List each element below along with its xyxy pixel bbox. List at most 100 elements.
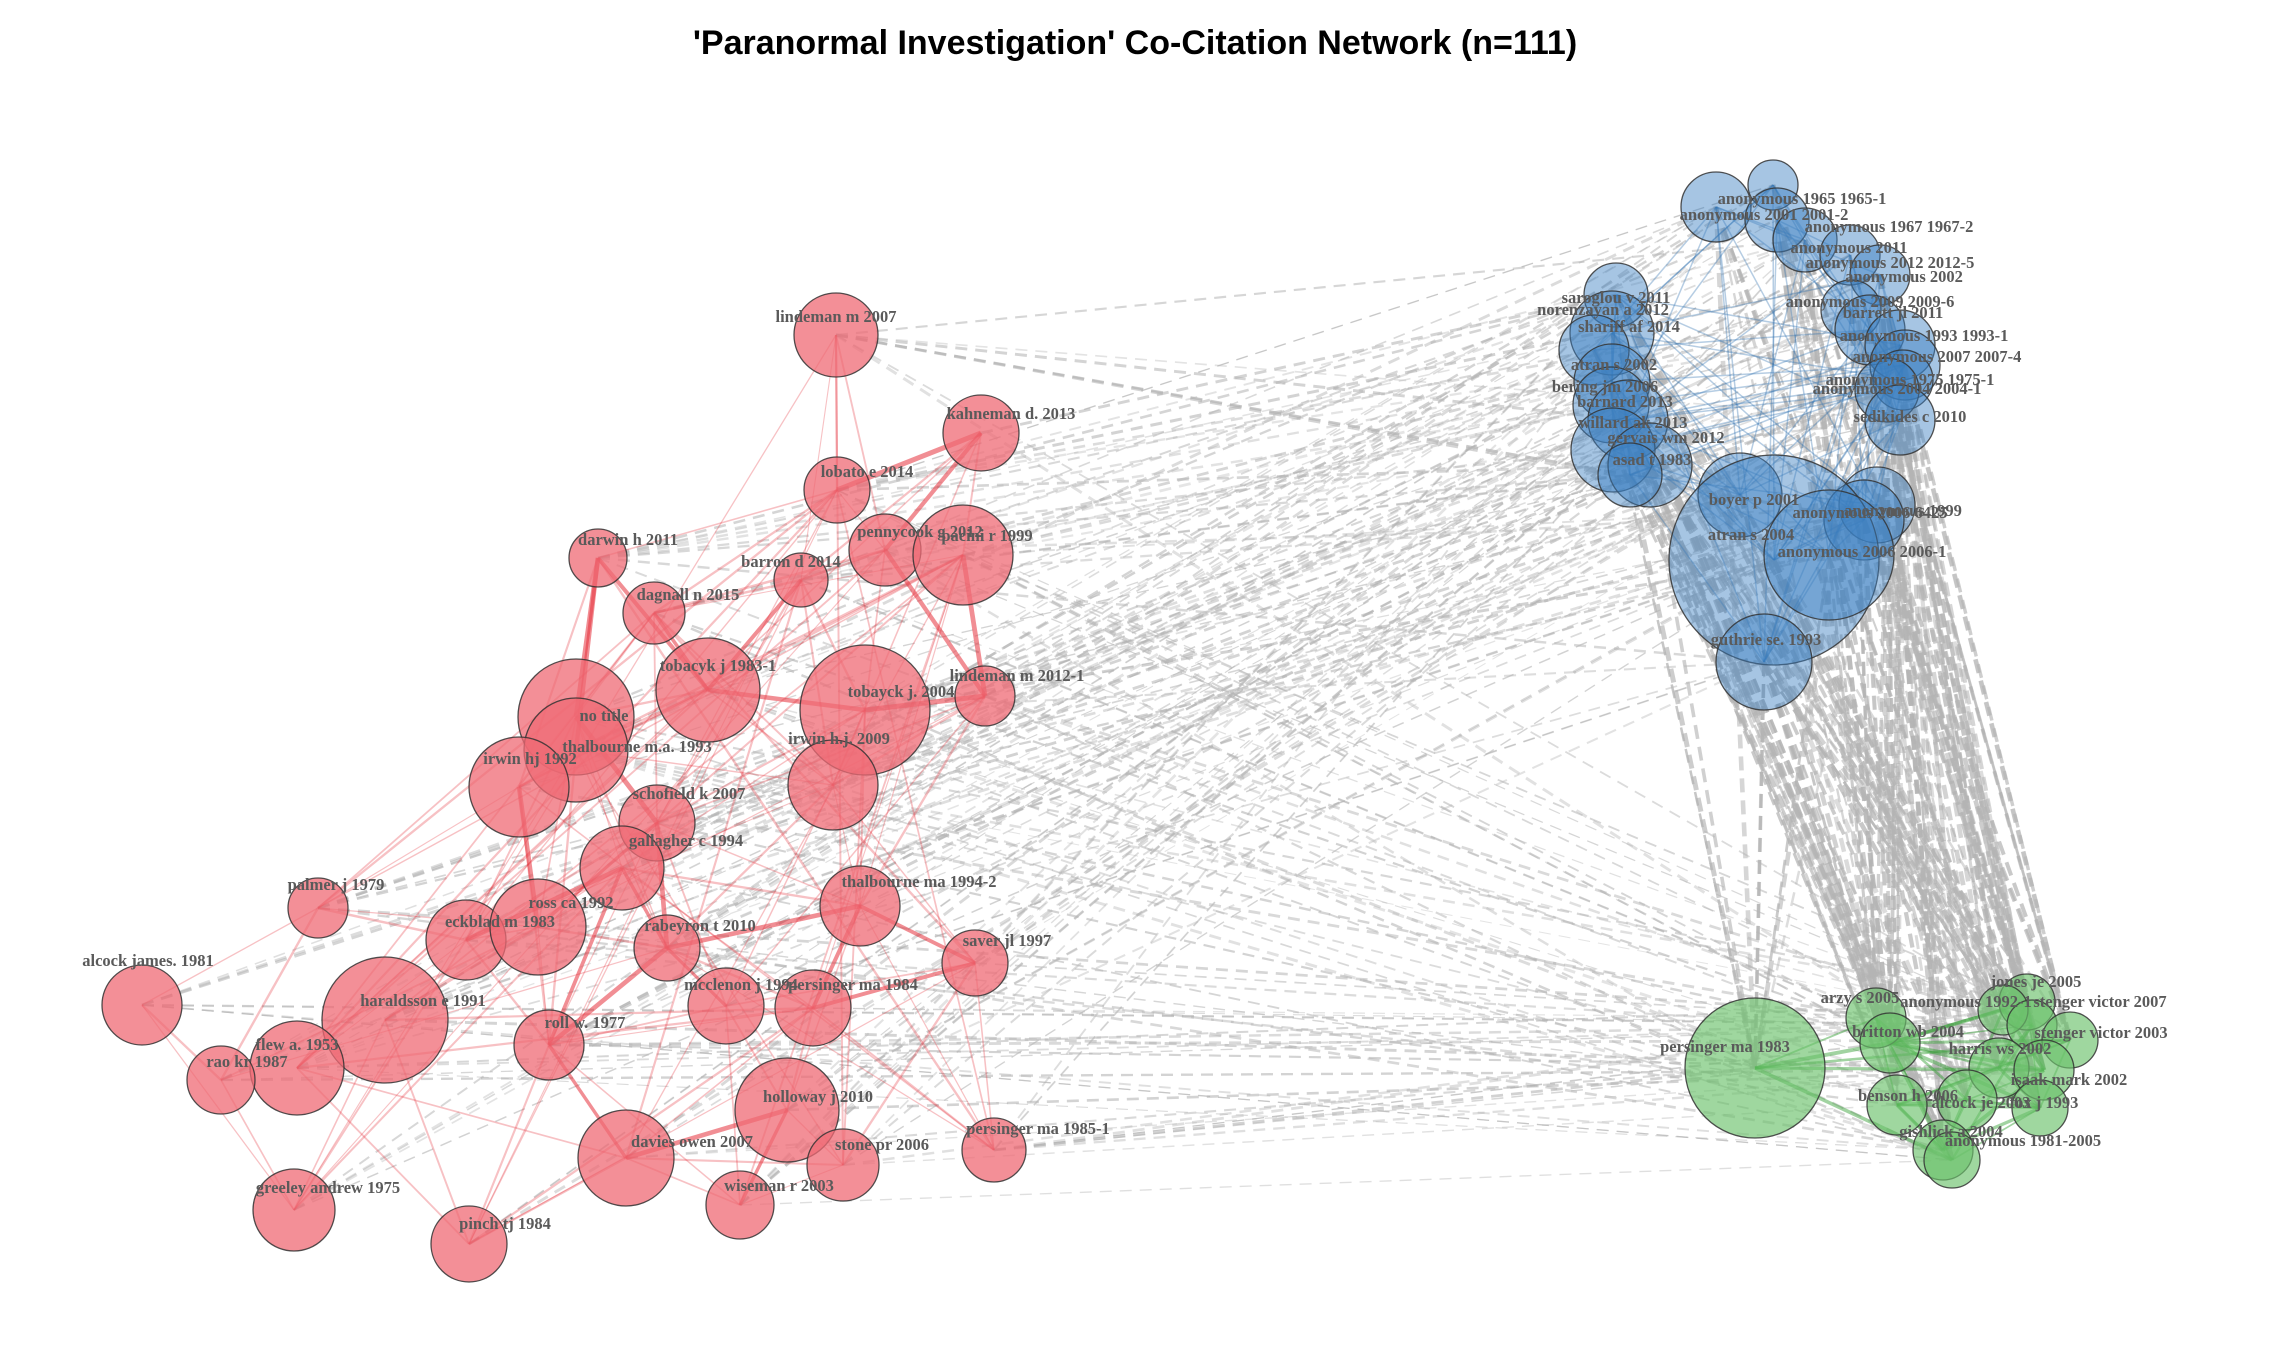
edge-blue-green bbox=[1614, 294, 2072, 1041]
node-label: kahneman d. 2013 bbox=[947, 404, 1076, 423]
edge-red-blue bbox=[597, 418, 1901, 560]
edge-blue bbox=[1863, 504, 1878, 521]
node-red bbox=[787, 739, 879, 831]
edge-blue bbox=[1869, 329, 1906, 366]
edge-blue bbox=[1828, 519, 1865, 556]
edge-red-blue bbox=[836, 273, 1881, 492]
node-blue bbox=[1763, 489, 1895, 621]
node-label: rabeyron t 2010 bbox=[644, 916, 756, 935]
edge-blue bbox=[1610, 404, 1651, 466]
edge-blue bbox=[1863, 274, 1881, 521]
edge-blue bbox=[1611, 332, 1865, 521]
node-label: stenger victor 2003 bbox=[2034, 1023, 2167, 1042]
edge-red bbox=[597, 557, 995, 1151]
edge-blue bbox=[1772, 184, 1775, 561]
edge-blue-green bbox=[1648, 464, 1757, 1069]
edge-blue bbox=[1763, 274, 1881, 663]
node-red bbox=[287, 877, 349, 939]
node-label: anonymous 2011 bbox=[1791, 238, 1908, 257]
edge-blue-green bbox=[1827, 554, 1969, 1101]
node-label: anonymous 1981-2005 bbox=[1945, 1131, 2101, 1150]
edge-red-blue bbox=[597, 293, 1617, 560]
edge-blue bbox=[1615, 294, 1901, 346]
node-label: jones je 2005 bbox=[1990, 972, 2082, 991]
edge-red bbox=[842, 962, 976, 1166]
edge-red-blue bbox=[597, 328, 1871, 560]
edge-blue bbox=[1776, 219, 1871, 331]
node-label: anonymous 2001 2001-2 bbox=[1680, 205, 1849, 224]
node-blue bbox=[1819, 224, 1881, 286]
edge-blue-green bbox=[1861, 519, 2035, 1026]
edge-red-blue bbox=[597, 473, 1631, 560]
edge-blue bbox=[1612, 389, 1888, 451]
edge-blue-green bbox=[1898, 344, 2029, 1003]
edge-red-blue bbox=[739, 294, 1617, 1206]
edge-red-green bbox=[597, 557, 1891, 1044]
edge-red-blue bbox=[836, 328, 1871, 492]
edge-red-green bbox=[842, 1008, 2004, 1167]
edge-red bbox=[800, 432, 982, 581]
node-label: barrett jl 2011 bbox=[1843, 303, 1944, 322]
edge-blue bbox=[1773, 389, 1888, 561]
node-blue bbox=[1570, 407, 1656, 493]
edge-blue bbox=[1611, 381, 1629, 421]
node-label: gallagher c 1994 bbox=[629, 831, 743, 850]
edge-red-blue bbox=[293, 474, 1631, 1211]
edge-red-green bbox=[884, 548, 1756, 1070]
edge-red-blue bbox=[575, 239, 1806, 751]
node-green bbox=[1936, 1069, 1998, 1131]
edge-red-blue bbox=[859, 504, 1878, 907]
edge-blue-green bbox=[1610, 381, 1899, 1106]
edge-blue bbox=[1715, 206, 1806, 241]
node-red bbox=[568, 528, 628, 588]
node-label: davies owen 2007 bbox=[631, 1132, 753, 1151]
edge-red-green bbox=[836, 489, 1891, 1044]
node-red bbox=[489, 878, 587, 976]
edge-blue bbox=[1612, 206, 1717, 451]
edge-red-blue bbox=[468, 254, 1851, 1245]
edge-red-blue bbox=[984, 239, 1806, 697]
edge-red-blue bbox=[548, 363, 1906, 1047]
edge-red-blue bbox=[725, 379, 1904, 1007]
edge-blue-green bbox=[1772, 559, 2001, 1069]
node-label: guthrie se. 1993 bbox=[1711, 630, 1821, 649]
edge-blue-green bbox=[1648, 463, 2042, 1110]
node-label: lindeman m 2007 bbox=[775, 307, 896, 326]
edge-red-blue bbox=[980, 293, 1617, 435]
node-label: darwin h 2011 bbox=[578, 530, 678, 549]
node-blue bbox=[1747, 159, 1799, 211]
edge-blue bbox=[1715, 206, 1878, 506]
edge-blue-green bbox=[1894, 344, 1903, 1106]
node-label: pennycook g 2012 bbox=[857, 522, 983, 541]
node-label: palmer j 1979 bbox=[288, 875, 385, 894]
edge-red-blue bbox=[468, 254, 1851, 1245]
node-label: shariff af 2014 bbox=[1578, 317, 1680, 336]
edge-blue-green bbox=[1614, 294, 2005, 1011]
node-label: asad t 1983 bbox=[1613, 450, 1692, 469]
edge-red-blue bbox=[993, 239, 1806, 1151]
edge-red-blue bbox=[621, 293, 1617, 870]
edge-red-blue bbox=[384, 419, 1901, 1021]
edge-blue-green bbox=[1772, 559, 2046, 1071]
node-label: anonymous 2009 2009-6 bbox=[1786, 292, 1955, 311]
edge-blue bbox=[1610, 404, 1741, 496]
edge-blue bbox=[1776, 219, 1901, 421]
node-label: alcock james. 1981 bbox=[82, 951, 214, 970]
node-label: anonymous 2006 2006-1 bbox=[1778, 542, 1947, 561]
node-red bbox=[687, 967, 765, 1045]
edge-blue bbox=[1869, 329, 1888, 391]
node-green bbox=[1859, 1012, 1921, 1074]
node-red bbox=[734, 1057, 840, 1163]
edge-blue bbox=[1828, 309, 1852, 556]
node-label: holloway j 2010 bbox=[763, 1087, 873, 1106]
edge-red bbox=[653, 548, 886, 615]
node-red bbox=[705, 1170, 775, 1240]
edge-red-green bbox=[786, 1068, 2045, 1112]
edge-blue-green bbox=[1874, 504, 2043, 1109]
node-red bbox=[186, 1045, 256, 1115]
edge-blue bbox=[1776, 219, 1851, 256]
node-label: persinger ma 1985-1 bbox=[966, 1119, 1110, 1138]
edge-blue-green bbox=[1762, 661, 1878, 1019]
edge-red-blue bbox=[739, 294, 1617, 1206]
